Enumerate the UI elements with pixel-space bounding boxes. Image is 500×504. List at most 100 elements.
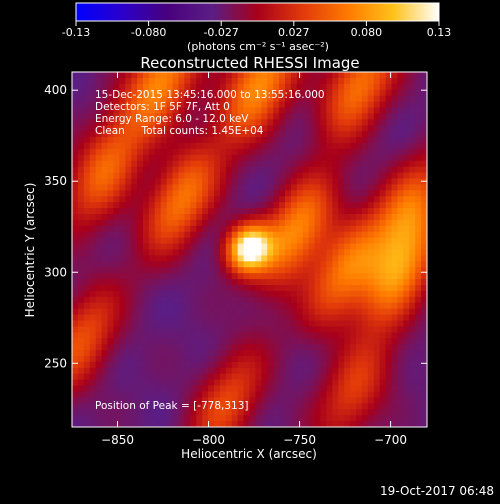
heatmap-cell (391, 279, 399, 286)
heatmap-cell (137, 261, 144, 268)
heatmap-cell (83, 119, 91, 126)
heatmap-cell (367, 296, 375, 304)
heatmap-cell (95, 285, 103, 292)
heatmap-cell (255, 231, 262, 239)
heatmap-cell (373, 320, 381, 328)
heatmap-cell (302, 77, 310, 85)
heatmap-cell (77, 107, 85, 115)
heatmap-cell (113, 119, 120, 126)
heatmap-cell (314, 184, 322, 191)
heatmap-cell (160, 255, 168, 262)
heatmap-cell (249, 137, 257, 144)
heatmap-cell (219, 231, 227, 239)
heatmap-cell (415, 101, 422, 109)
heatmap-cell (95, 344, 103, 351)
heatmap-cell (101, 273, 109, 280)
heatmap-cell (119, 273, 126, 280)
heatmap-cell (125, 137, 132, 144)
heatmap-cell (361, 344, 369, 351)
heatmap-cell (172, 332, 180, 339)
heatmap-cell (290, 296, 298, 304)
heatmap-cell (379, 243, 387, 251)
heatmap-cell (267, 267, 274, 274)
heatmap-cell (385, 373, 393, 381)
heatmap-cell (237, 113, 245, 120)
heatmap-cell (332, 137, 339, 144)
heatmap-cell (379, 415, 387, 422)
heatmap-cell (101, 178, 109, 186)
heatmap-cell (302, 279, 310, 286)
heatmap-cell (95, 77, 103, 85)
heatmap-cell (350, 214, 357, 221)
x-tick-label: −700 (374, 433, 407, 447)
heatmap-cell (125, 166, 132, 174)
heatmap-cell (143, 160, 150, 168)
heatmap-cell (160, 119, 168, 126)
heatmap-cell (131, 385, 138, 393)
heatmap-cell (225, 320, 233, 328)
y-tick-label: 300 (44, 265, 67, 279)
heatmap-cell (119, 131, 126, 138)
heatmap-cell (101, 267, 109, 274)
heatmap-cell (285, 237, 292, 245)
heatmap-cell (137, 231, 144, 239)
heatmap-cell (107, 208, 115, 215)
heatmap-cell (338, 338, 345, 345)
heatmap-cell (403, 77, 410, 85)
heatmap-cell (83, 214, 91, 221)
heatmap-cell (196, 361, 203, 369)
heatmap-cell (95, 95, 103, 103)
heatmap-cell (267, 273, 274, 280)
heatmap-cell (344, 296, 351, 304)
heatmap-cell (415, 350, 422, 357)
heatmap-cell (219, 83, 227, 91)
heatmap-cell (379, 190, 387, 197)
heatmap-cell (403, 119, 410, 126)
heatmap-cell (308, 296, 316, 304)
heatmap-cell (379, 72, 387, 79)
heatmap-cell (237, 101, 245, 109)
heatmap-cell (302, 101, 310, 109)
heatmap-cell (350, 166, 357, 174)
heatmap-cell (83, 243, 91, 251)
heatmap-cell (72, 131, 79, 138)
heatmap-cell (296, 243, 304, 251)
heatmap-cell (243, 326, 251, 333)
heatmap-cell (421, 397, 427, 404)
heatmap-cell (356, 196, 363, 203)
heatmap-cell (166, 255, 174, 262)
heatmap-cell (385, 219, 393, 227)
heatmap-cell (373, 403, 381, 410)
heatmap-cell (332, 219, 339, 227)
heatmap-cell (391, 166, 399, 174)
heatmap-cell (296, 403, 304, 410)
heatmap-cell (409, 154, 416, 162)
heatmap-cell (255, 148, 262, 156)
heatmap-cell (379, 125, 387, 132)
heatmap-cell (143, 137, 150, 144)
heatmap-cell (196, 320, 203, 328)
heatmap-cell (367, 361, 375, 369)
heatmap-cell (290, 385, 298, 393)
heatmap-cell (219, 143, 227, 150)
heatmap-cell (202, 314, 209, 322)
heatmap-cell (320, 379, 328, 387)
heatmap-cell (160, 214, 168, 221)
heatmap-cell (95, 237, 103, 245)
heatmap-cell (107, 273, 115, 280)
heatmap-cell (285, 166, 292, 174)
heatmap-cell (225, 397, 233, 404)
colorbar-tick-label: 0.027 (278, 26, 310, 39)
heatmap-cell (285, 403, 292, 410)
heatmap-cell (320, 125, 328, 132)
heatmap-cell (137, 208, 144, 215)
heatmap-cell (72, 356, 79, 363)
heatmap-cell (361, 279, 369, 286)
heatmap-cell (77, 261, 85, 268)
heatmap-cell (308, 219, 316, 227)
heatmap-cell (314, 160, 322, 168)
heatmap-cell (367, 273, 375, 280)
heatmap-cell (332, 273, 339, 280)
heatmap-cell (214, 338, 221, 345)
